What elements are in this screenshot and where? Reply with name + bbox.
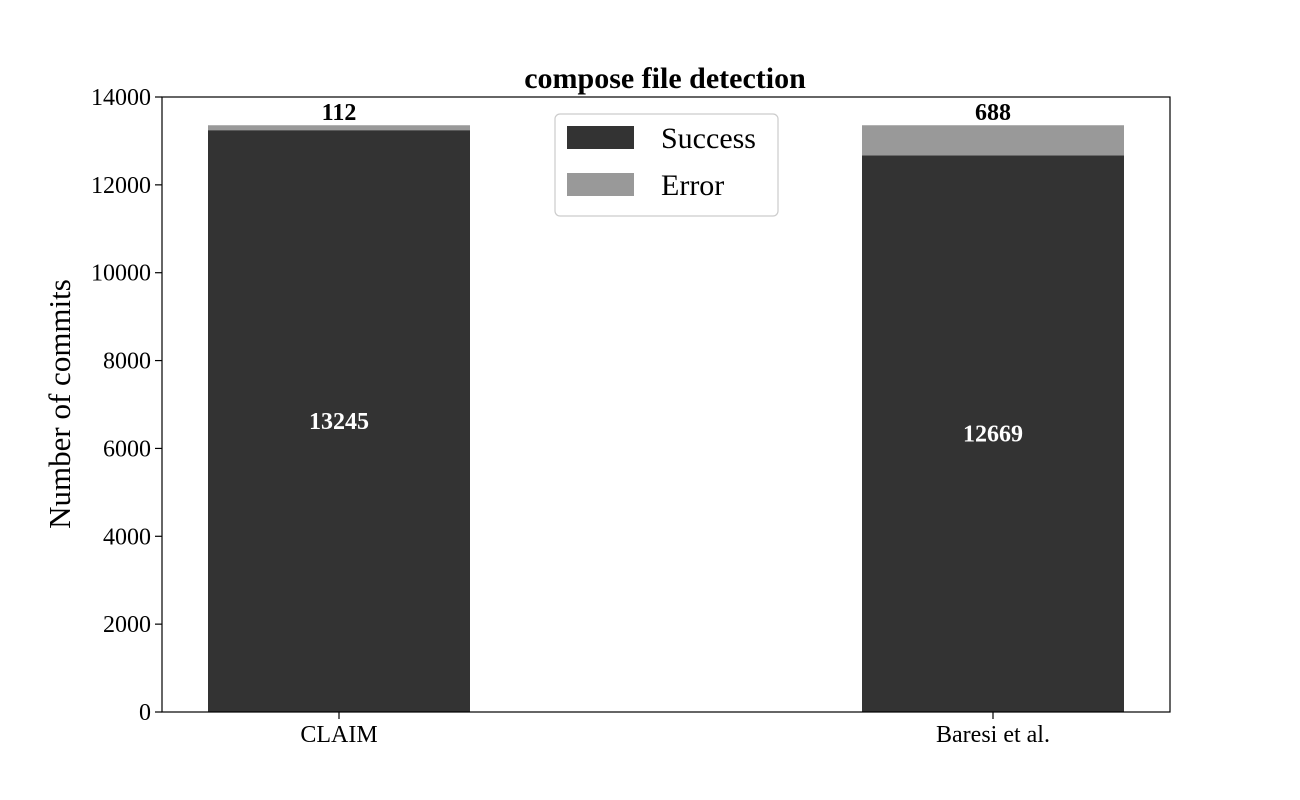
y-tick-label-8: 14000	[91, 85, 151, 111]
y-tick-label-5: 8000	[103, 349, 151, 375]
bars-layer	[208, 125, 1124, 712]
legend-entries: Success Error	[567, 122, 756, 202]
plot-frame	[161, 96, 1171, 713]
bar-error-1	[208, 125, 470, 131]
data-label-error-2: 688	[975, 100, 1011, 126]
x-tick-label-1: CLAIM	[300, 722, 377, 748]
y-axis-label: Number of commits	[42, 279, 77, 529]
legend: Success Error	[554, 113, 779, 217]
legend-label-success: Success	[661, 122, 756, 155]
y-tick-label-2: 2000	[103, 612, 151, 638]
bar-success-1	[208, 130, 470, 712]
bar-success-2	[862, 155, 1124, 712]
chart-title: compose file detection	[524, 62, 806, 95]
y-tick-label-6: 10000	[91, 261, 151, 287]
y-axis-ticks: 0 2000 4000 6000 8000 10000 12000 14000	[91, 85, 162, 726]
y-tick-label-3: 4000	[103, 524, 151, 550]
x-axis-ticks: CLAIM Baresi et al.	[300, 712, 1050, 748]
x-tick-label-2: Baresi et al.	[936, 722, 1050, 748]
legend-swatch-error	[567, 173, 634, 196]
data-label-success-2: 12669	[963, 422, 1023, 448]
legend-label-error: Error	[661, 169, 724, 202]
y-tick-label-4: 6000	[103, 436, 151, 462]
data-labels-layer: 13245 112 12669 688	[309, 100, 1023, 447]
data-label-success-1: 13245	[309, 409, 369, 435]
y-tick-label-7: 12000	[91, 173, 151, 199]
bar-error-2	[862, 125, 1124, 156]
y-tick-label-1: 0	[139, 700, 151, 726]
data-label-error-1: 112	[322, 100, 357, 126]
legend-swatch-success	[567, 126, 634, 149]
